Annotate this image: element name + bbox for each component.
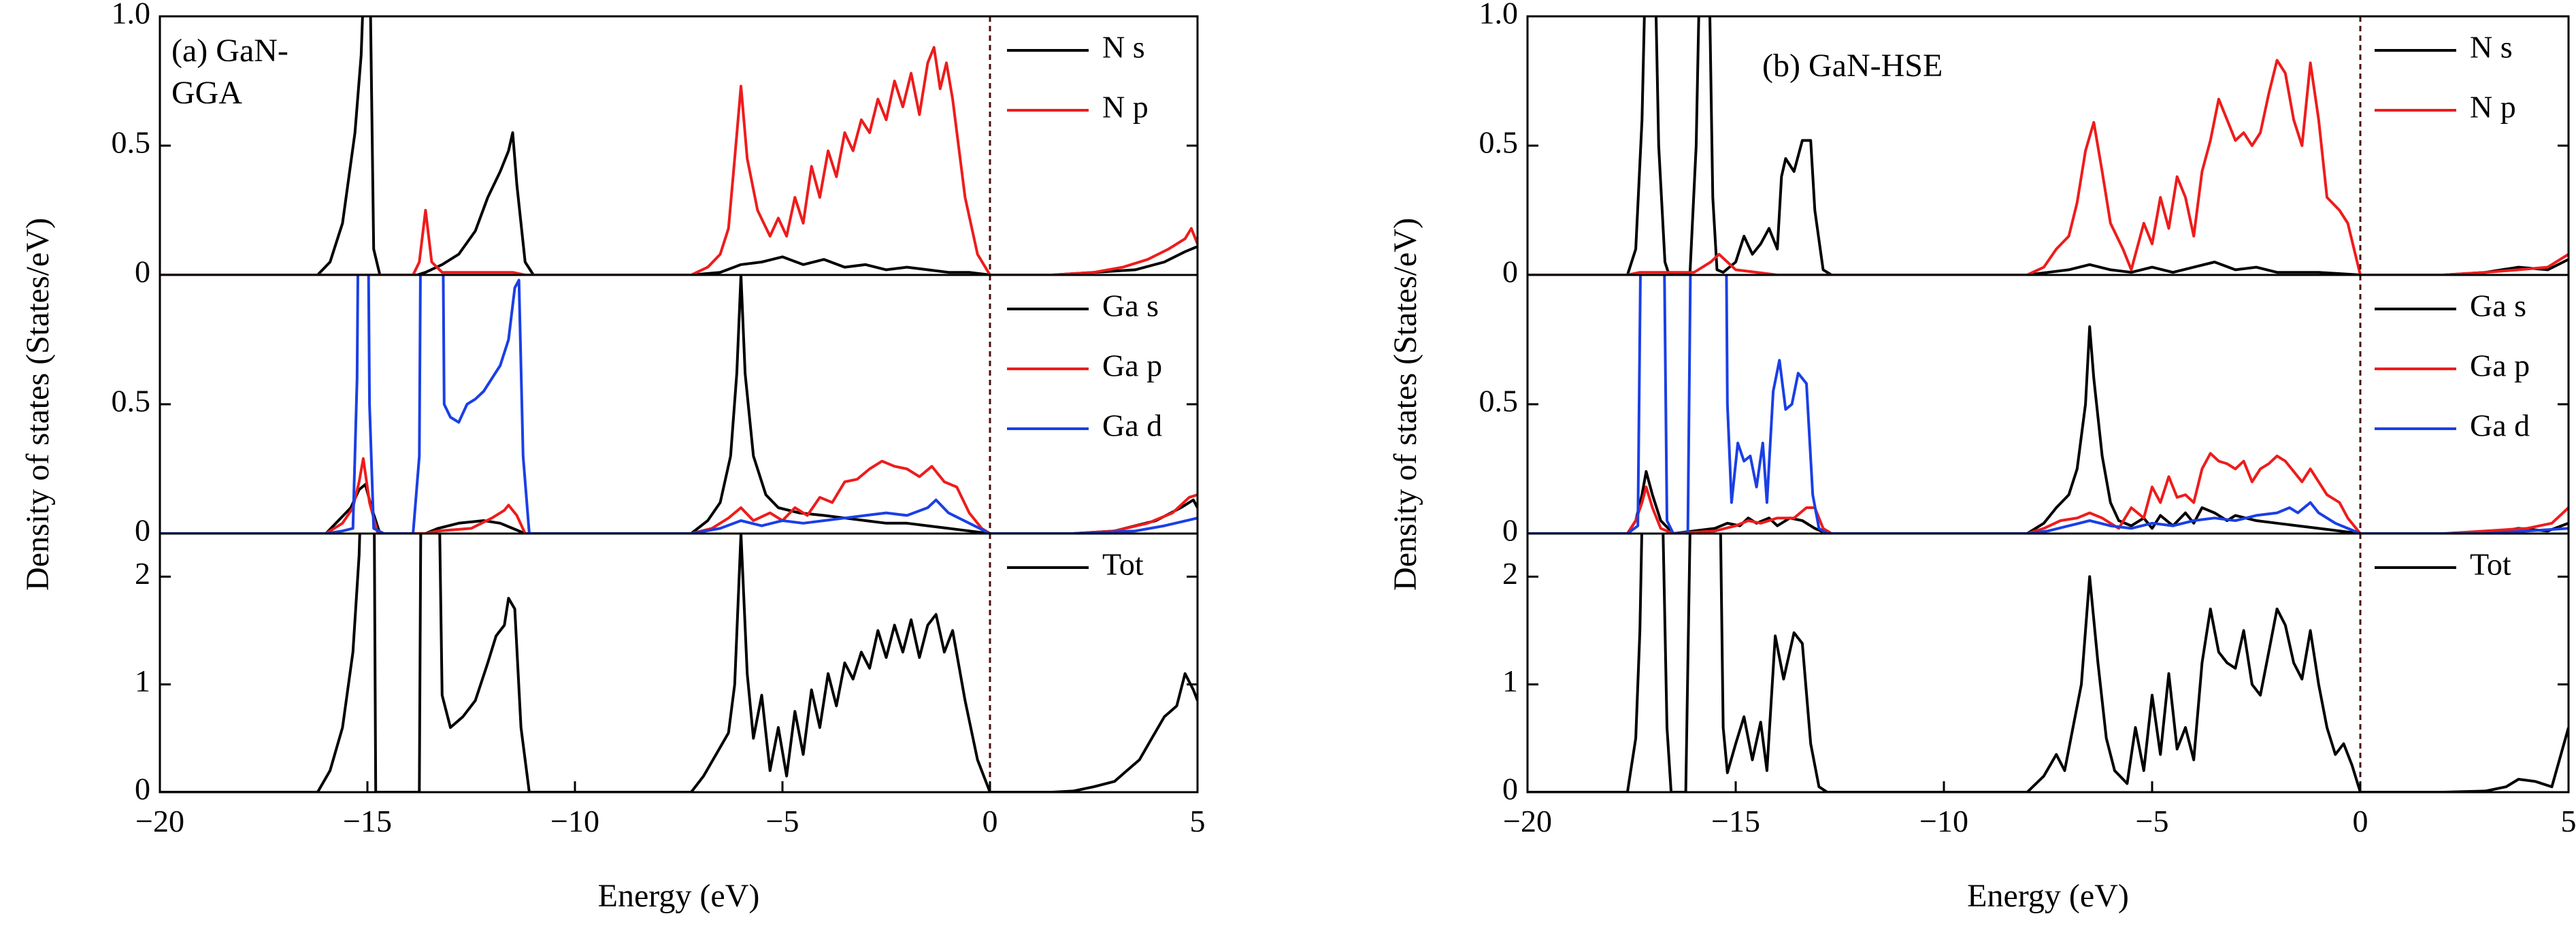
series-group <box>160 16 1198 275</box>
x-tick-label: −5 <box>766 804 799 838</box>
series-line-tot <box>160 534 1198 792</box>
y-tick-label: 0 <box>1502 513 1518 548</box>
legend-label: Ga d <box>2470 408 2530 443</box>
series-line-ga-p <box>1528 452 2569 534</box>
x-tick-label: −5 <box>2136 804 2169 838</box>
series-group <box>1528 275 2569 534</box>
y-tick-label: 0 <box>135 255 150 289</box>
subplot-n: 0 0.5 1.0 N s N p <box>1479 0 2570 289</box>
subplot-frame <box>1526 532 2570 794</box>
series-line-ga-p <box>160 457 1198 534</box>
x-tick-label: 0 <box>2353 804 2368 838</box>
y-tick-label: 0.5 <box>112 125 151 160</box>
x-tick-label: −20 <box>135 804 184 838</box>
y-tick-label: 1.0 <box>112 0 151 31</box>
series-line-tot <box>1528 534 2569 792</box>
y-axis-title: Density of states (States/eV) <box>1387 218 1423 591</box>
chart-panel-a: 0 0.5 1.0 N s N p 0 0.5 Ga s Ga p Ga d 0 1 2 Tot −20 −1… <box>20 0 1205 914</box>
y-tick-label: 1.0 <box>1479 0 1519 31</box>
series-line-n-p <box>160 46 1198 275</box>
legend-label: Ga p <box>2470 348 2530 383</box>
legend-label: N s <box>1102 30 1145 65</box>
subplot-ga: 0 0.5 Ga s Ga p Ga d <box>112 274 1199 548</box>
y-tick-label: 2 <box>1502 556 1518 591</box>
series-line-n-s <box>1528 16 2569 275</box>
series-line-ga-s <box>160 275 1198 534</box>
subplot-frame <box>159 274 1199 535</box>
y-tick-label: 1 <box>1502 664 1518 698</box>
series-line-ga-s <box>1528 325 2569 534</box>
legend-label: Tot <box>1102 547 1144 582</box>
x-axis-title: Energy (eV) <box>1967 878 2129 914</box>
y-tick-label: 0.5 <box>112 384 151 419</box>
subplot-frame <box>1526 274 2570 535</box>
y-tick-label: 0 <box>135 772 150 806</box>
y-tick-label: 0.5 <box>1479 384 1519 419</box>
series-group <box>1528 16 2569 275</box>
series-group <box>1528 534 2569 792</box>
x-tick-label: 0 <box>982 804 998 838</box>
y-tick-label: 2 <box>135 556 150 591</box>
y-tick-label: 0 <box>135 513 150 548</box>
x-tick-label: −15 <box>1711 804 1760 838</box>
y-tick-label: 0.5 <box>1479 125 1519 160</box>
legend-label: N s <box>2470 30 2513 65</box>
x-tick-label: −10 <box>1919 804 1968 838</box>
x-tick-label: 5 <box>2561 804 2576 838</box>
subplot-tot: 0 1 2 Tot <box>135 532 1199 806</box>
legend-label: Tot <box>2470 547 2511 582</box>
x-tick-label: −20 <box>1503 804 1552 838</box>
legend-label: Ga p <box>1102 348 1162 383</box>
series-line-ga-d <box>160 275 1198 534</box>
legend-label: Ga d <box>1102 408 1162 443</box>
subplot-frame <box>159 532 1199 794</box>
y-axis-title: Density of states (States/eV) <box>20 218 56 591</box>
x-tick-label: 5 <box>1190 804 1206 838</box>
panel-label: (a) GaN-GGA <box>171 33 288 111</box>
x-tick-label: −15 <box>343 804 392 838</box>
x-axis-title: Energy (eV) <box>598 878 760 914</box>
subplot-frame <box>159 15 1199 276</box>
y-tick-label: 1 <box>135 664 150 698</box>
legend-label: N p <box>2470 90 2516 125</box>
y-tick-label: 0 <box>1502 772 1518 806</box>
subplot-frame <box>1526 15 2570 276</box>
subplot-ga: 0 0.5 Ga s Ga p Ga d <box>1479 274 2570 548</box>
series-line-n-p <box>1528 59 2569 275</box>
series-group <box>160 534 1198 792</box>
subplot-tot: 0 1 2 Tot <box>1502 532 2570 806</box>
series-line-n-s <box>160 16 1198 275</box>
legend-label: Ga s <box>2470 289 2526 323</box>
chart-panel-b: 0 0.5 1.0 N s N p 0 0.5 Ga s Ga p Ga d 0 1 2 Tot −20 −1… <box>1387 0 2576 914</box>
y-tick-label: 0 <box>1502 255 1518 289</box>
legend-label: Ga s <box>1102 289 1159 323</box>
panel-label: (b) GaN-HSE <box>1762 48 1943 84</box>
series-line-ga-d <box>1528 275 2569 534</box>
series-group <box>160 275 1198 534</box>
subplot-n: 0 0.5 1.0 N s N p <box>112 0 1199 289</box>
legend-label: N p <box>1102 90 1149 125</box>
x-tick-label: −10 <box>550 804 599 838</box>
